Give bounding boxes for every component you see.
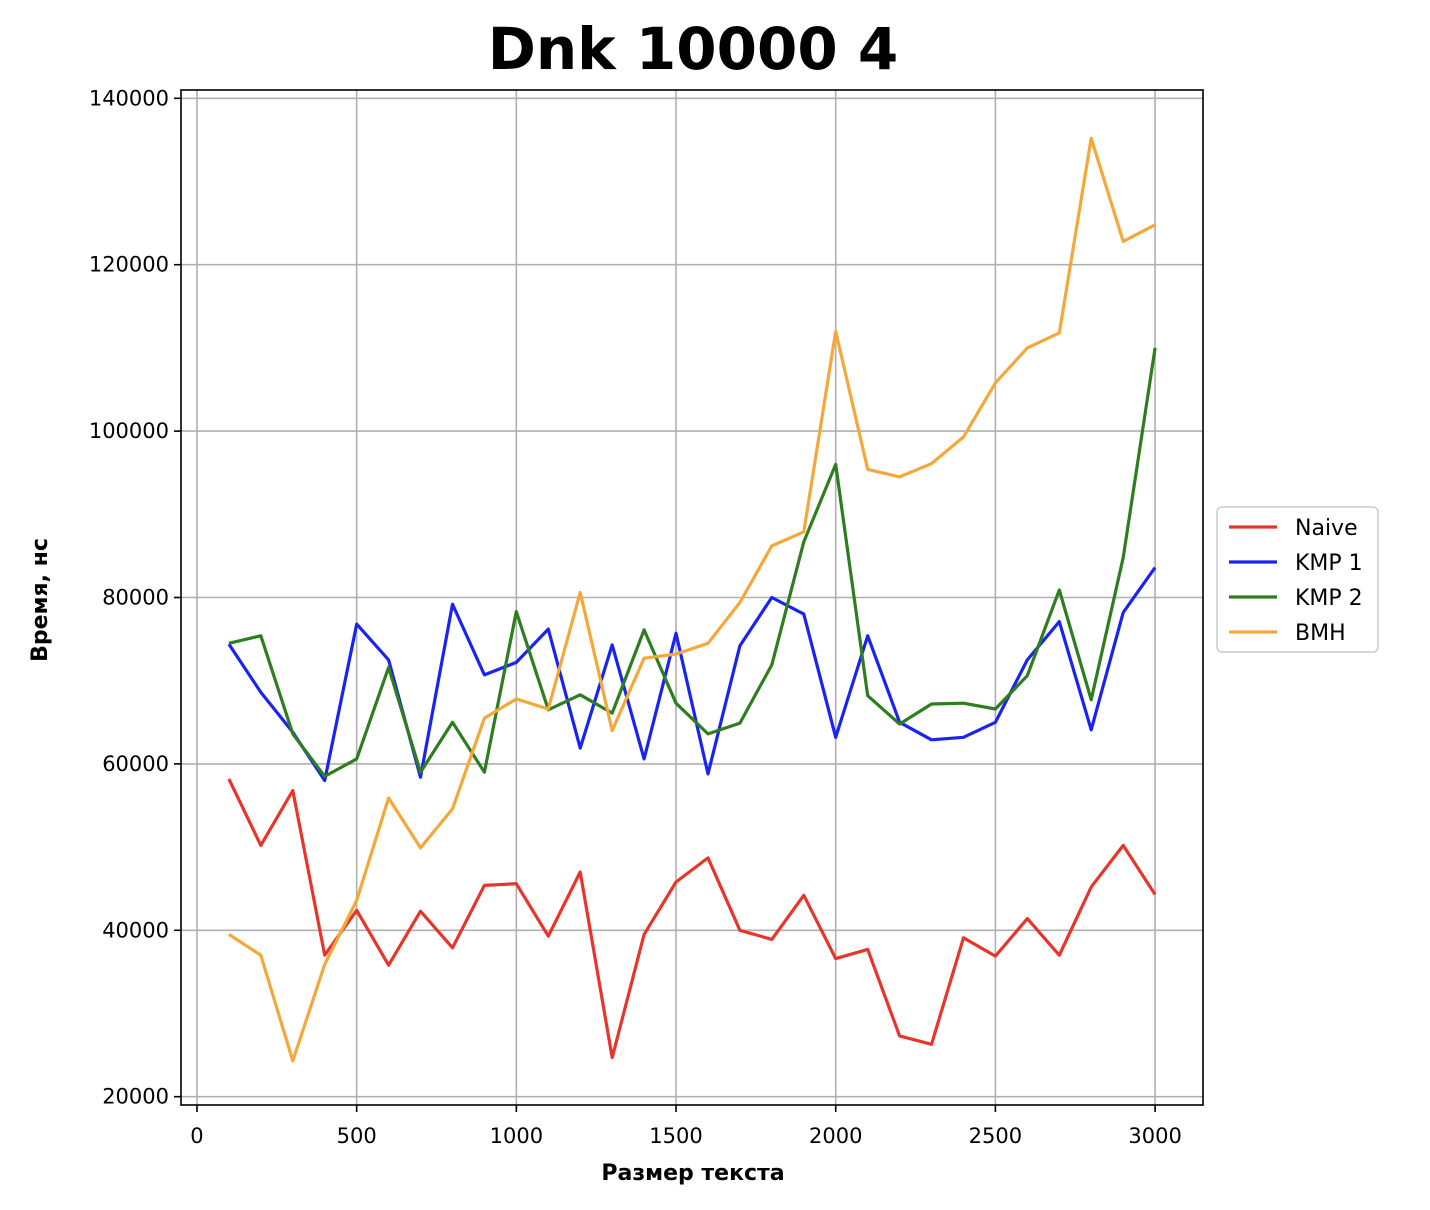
series-line-kmp-2 — [228, 347, 1157, 779]
y-tick-label: 80000 — [102, 586, 169, 610]
legend-label: BMH — [1295, 621, 1346, 646]
y-tick-label: 20000 — [102, 1085, 169, 1109]
x-tick-label: 500 — [337, 1124, 377, 1148]
legend-box — [1216, 506, 1379, 653]
y-tick-label: 60000 — [102, 752, 169, 776]
y-tick-label: 40000 — [102, 918, 169, 942]
x-tick-label: 3000 — [1128, 1124, 1181, 1148]
y-tick-label: 120000 — [89, 253, 169, 277]
grid-lines — [181, 90, 1203, 1105]
chart-title: Dnk 10000 4 — [488, 15, 899, 83]
legend-label: KMP 1 — [1295, 551, 1363, 576]
series-lines — [227, 136, 1157, 1063]
x-tick-label: 1000 — [490, 1124, 543, 1148]
x-tick-label: 1500 — [649, 1124, 702, 1148]
x-axis: 0 500 1000 1500 2000 2500 3000 — [190, 1105, 1182, 1148]
y-axis-label: Время, нс — [28, 538, 53, 662]
x-tick-label: 2500 — [969, 1124, 1022, 1148]
x-axis-label: Размер текста — [601, 1161, 784, 1186]
y-axis: 20000 40000 60000 80000 100000 120000 140000 — [89, 86, 181, 1109]
legend-label: KMP 2 — [1295, 586, 1363, 611]
y-tick-label: 100000 — [89, 419, 169, 443]
legend: Naive KMP 1 KMP 2 BMH — [1216, 506, 1379, 653]
series-line-naive — [227, 778, 1157, 1060]
legend-label: Naive — [1295, 516, 1358, 541]
x-tick-label: 0 — [190, 1124, 203, 1148]
series-line-bmh — [228, 136, 1156, 1063]
y-tick-label: 140000 — [89, 86, 169, 110]
x-tick-label: 2000 — [809, 1124, 862, 1148]
series-line-kmp-1 — [227, 566, 1157, 783]
